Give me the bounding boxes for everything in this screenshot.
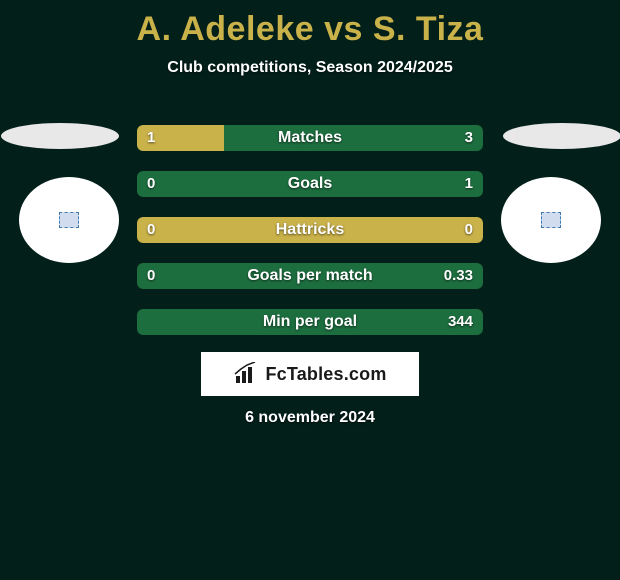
stat-row: 01Goals (137, 171, 483, 197)
title-text: A. Adeleke vs S. Tiza (137, 10, 484, 48)
player-right-flag-placeholder (503, 123, 620, 149)
stats-container: 13Matches 01Goals 00Hattricks 00.33Goals pe… (137, 125, 483, 355)
stat-row: 13Matches (137, 125, 483, 151)
image-placeholder-icon (541, 212, 561, 228)
stat-label: Goals per match (137, 263, 483, 289)
stat-label: Goals (137, 171, 483, 197)
bar-chart-icon (233, 362, 261, 386)
subtitle: Club competitions, Season 2024/2025 (0, 59, 620, 77)
stat-row: 344Min per goal (137, 309, 483, 335)
stat-label: Hattricks (137, 217, 483, 243)
image-placeholder-icon (59, 212, 79, 228)
branding-badge: FcTables.com (201, 352, 419, 396)
player-right-crest (501, 177, 601, 263)
stat-row: 00Hattricks (137, 217, 483, 243)
page-title: A. Adeleke vs S. Tiza (0, 0, 620, 49)
player-left-crest (19, 177, 119, 263)
stat-row: 00.33Goals per match (137, 263, 483, 289)
stat-label: Matches (137, 125, 483, 151)
stat-label: Min per goal (137, 309, 483, 335)
player-left-flag-placeholder (1, 123, 119, 149)
branding-text: FcTables.com (265, 364, 386, 385)
date-label: 6 november 2024 (0, 409, 620, 427)
infographic-root: A. Adeleke vs S. Tiza Club competitions,… (0, 0, 620, 580)
